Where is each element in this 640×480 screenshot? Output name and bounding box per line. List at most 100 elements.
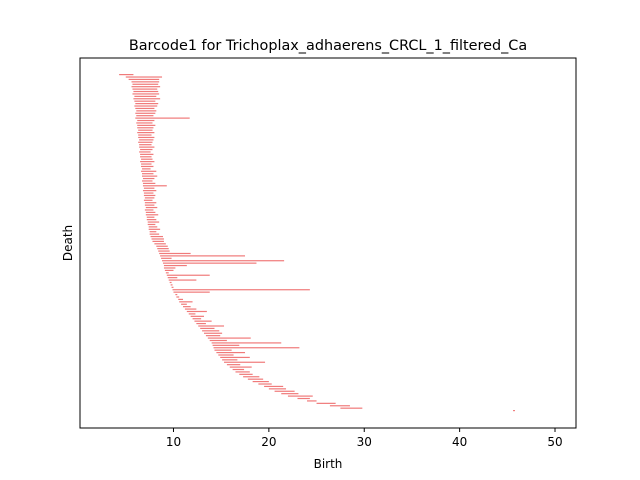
barcode-bar	[329, 405, 350, 407]
barcode-bar	[287, 395, 313, 397]
barcode-bar	[128, 78, 160, 81]
barcode-bar	[132, 88, 158, 90]
barcode-bar	[158, 250, 170, 252]
barcode-bar	[243, 376, 260, 378]
barcode-bar	[137, 119, 155, 122]
barcode-bars	[119, 74, 515, 412]
barcode-bar	[157, 248, 169, 250]
x-tick-label: 20	[261, 435, 276, 449]
barcode-bar	[190, 315, 204, 317]
barcode-bar	[171, 286, 174, 288]
x-tick-label: 40	[452, 435, 467, 449]
barcode-bar	[149, 231, 157, 233]
x-axis-ticks: 10 20 30 40 50	[166, 428, 563, 449]
barcode-bar	[281, 393, 299, 395]
barcode-bar	[268, 388, 287, 390]
barcode-bar	[135, 112, 156, 114]
barcode-bar	[139, 151, 151, 153]
barcode-bar	[142, 173, 154, 175]
barcode-bar	[209, 339, 227, 342]
barcode-bar	[181, 303, 187, 305]
barcode-bar	[143, 192, 154, 194]
x-tick-label: 10	[166, 435, 181, 449]
barcode-bar	[247, 378, 264, 380]
barcode-bar	[172, 289, 310, 291]
barcode-bar	[184, 308, 197, 310]
barcode-bar	[135, 107, 155, 110]
barcode-bar	[146, 216, 155, 218]
barcode-bar	[140, 148, 153, 151]
barcode-bar	[163, 267, 176, 269]
barcode-bar	[147, 221, 160, 223]
barcode-bar	[196, 322, 206, 325]
x-tick-label: 30	[357, 435, 372, 449]
barcode-bar	[143, 199, 153, 201]
barcode-bar	[145, 211, 156, 213]
barcode-bar	[179, 301, 193, 303]
barcode-bar	[142, 185, 167, 187]
barcode-bar	[224, 361, 266, 363]
barcode-bar	[163, 264, 187, 267]
barcode-bar	[160, 255, 246, 257]
barcode-bar	[222, 359, 238, 361]
barcode-bar	[150, 235, 163, 238]
barcode-bar	[137, 132, 155, 134]
barcode-bar	[119, 74, 134, 76]
barcode-bar	[165, 272, 169, 274]
y-axis-title: Death	[61, 225, 75, 261]
barcode-bar	[239, 373, 253, 375]
barcode-bar	[140, 161, 155, 163]
barcode-bar	[212, 344, 240, 346]
barcode-bar	[154, 243, 166, 245]
barcode-bar	[141, 158, 153, 160]
barcode-bar	[138, 134, 152, 136]
barcode-bar	[162, 262, 257, 264]
barcode-bar	[211, 342, 282, 344]
barcode-bar	[132, 83, 159, 85]
barcode-bar	[307, 400, 317, 402]
barcode-bar	[139, 144, 152, 146]
barcode-bar	[132, 93, 160, 95]
barcode-bar	[142, 180, 153, 182]
barcode-bar	[205, 335, 221, 337]
barcode-bar	[138, 141, 153, 143]
barcode-bar	[173, 291, 210, 293]
barcode-bar	[139, 139, 154, 141]
barcode-bar	[141, 165, 154, 168]
barcode-bar	[138, 129, 153, 131]
barcode-bar	[133, 98, 161, 100]
barcode-bar	[170, 284, 173, 286]
barcode-bar	[134, 105, 158, 107]
barcode-bar	[178, 298, 184, 301]
barcode-bar	[229, 366, 252, 368]
barcode-bar	[235, 371, 250, 373]
barcode-bar	[168, 279, 197, 281]
barcode-bar	[202, 330, 220, 332]
barcode-bar	[140, 153, 154, 155]
barcode-bar	[143, 194, 156, 197]
plot-frame	[79, 57, 577, 429]
barcode-bar	[297, 397, 310, 400]
barcode-bar	[183, 306, 191, 308]
barcode-bar	[156, 245, 168, 247]
barcode-bar	[152, 240, 164, 242]
barcode-bar	[139, 146, 155, 148]
barcode-bar	[142, 177, 155, 180]
barcode-bar	[316, 402, 336, 404]
barcode-bar	[167, 277, 178, 279]
barcode-bar	[252, 380, 269, 383]
barcode-bar	[131, 81, 160, 83]
barcode-bar	[169, 281, 172, 284]
barcode-bar	[204, 332, 223, 334]
x-axis-title: Birth	[314, 457, 343, 471]
barcode-bar	[138, 136, 155, 139]
barcode-bar	[149, 233, 160, 235]
barcode-bar	[144, 209, 154, 211]
barcode-bar	[144, 202, 157, 204]
barcode-bar	[274, 390, 295, 392]
barcode-bar	[200, 327, 215, 330]
barcode-bar	[161, 257, 172, 259]
barcode-bar	[140, 156, 152, 158]
